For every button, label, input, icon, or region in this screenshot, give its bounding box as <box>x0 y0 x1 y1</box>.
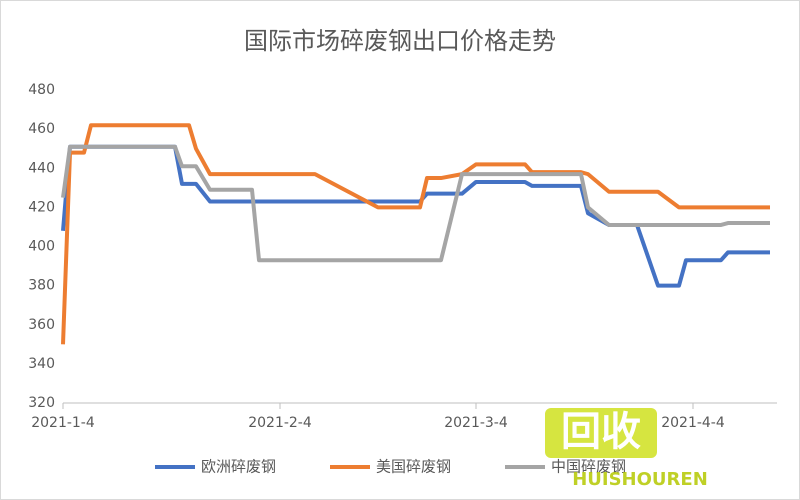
y-tick-label: 420 <box>28 199 55 215</box>
y-tick-label: 440 <box>28 160 55 176</box>
x-tick-label: 2021-1-4 <box>31 415 95 431</box>
legend-label: 美国碎废钢 <box>376 458 451 476</box>
legend-label: 欧洲碎废钢 <box>201 458 276 476</box>
x-tick-label: 2021-4-4 <box>661 415 725 431</box>
watermark-text: HUISHOUREN <box>572 469 708 490</box>
y-tick-label: 380 <box>28 278 55 294</box>
y-tick-label: 460 <box>28 121 55 137</box>
series-line <box>61 144 770 288</box>
series-line <box>61 123 770 345</box>
y-tick-label: 480 <box>28 82 55 98</box>
x-tick-label: 2021-2-4 <box>248 415 312 431</box>
y-tick-label: 340 <box>28 356 55 372</box>
watermark-box <box>545 408 657 458</box>
legend-label: 中国碎废钢 <box>551 458 626 476</box>
y-tick-label: 400 <box>28 239 55 255</box>
series-line <box>61 144 770 263</box>
chart-title: 国际市场碎废钢出口价格走势 <box>244 27 556 55</box>
y-tick-label: 320 <box>28 395 55 411</box>
watermark-icon: 回收 <box>561 409 641 455</box>
y-tick-label: 360 <box>28 317 55 333</box>
x-tick-label: 2021-3-4 <box>444 415 508 431</box>
